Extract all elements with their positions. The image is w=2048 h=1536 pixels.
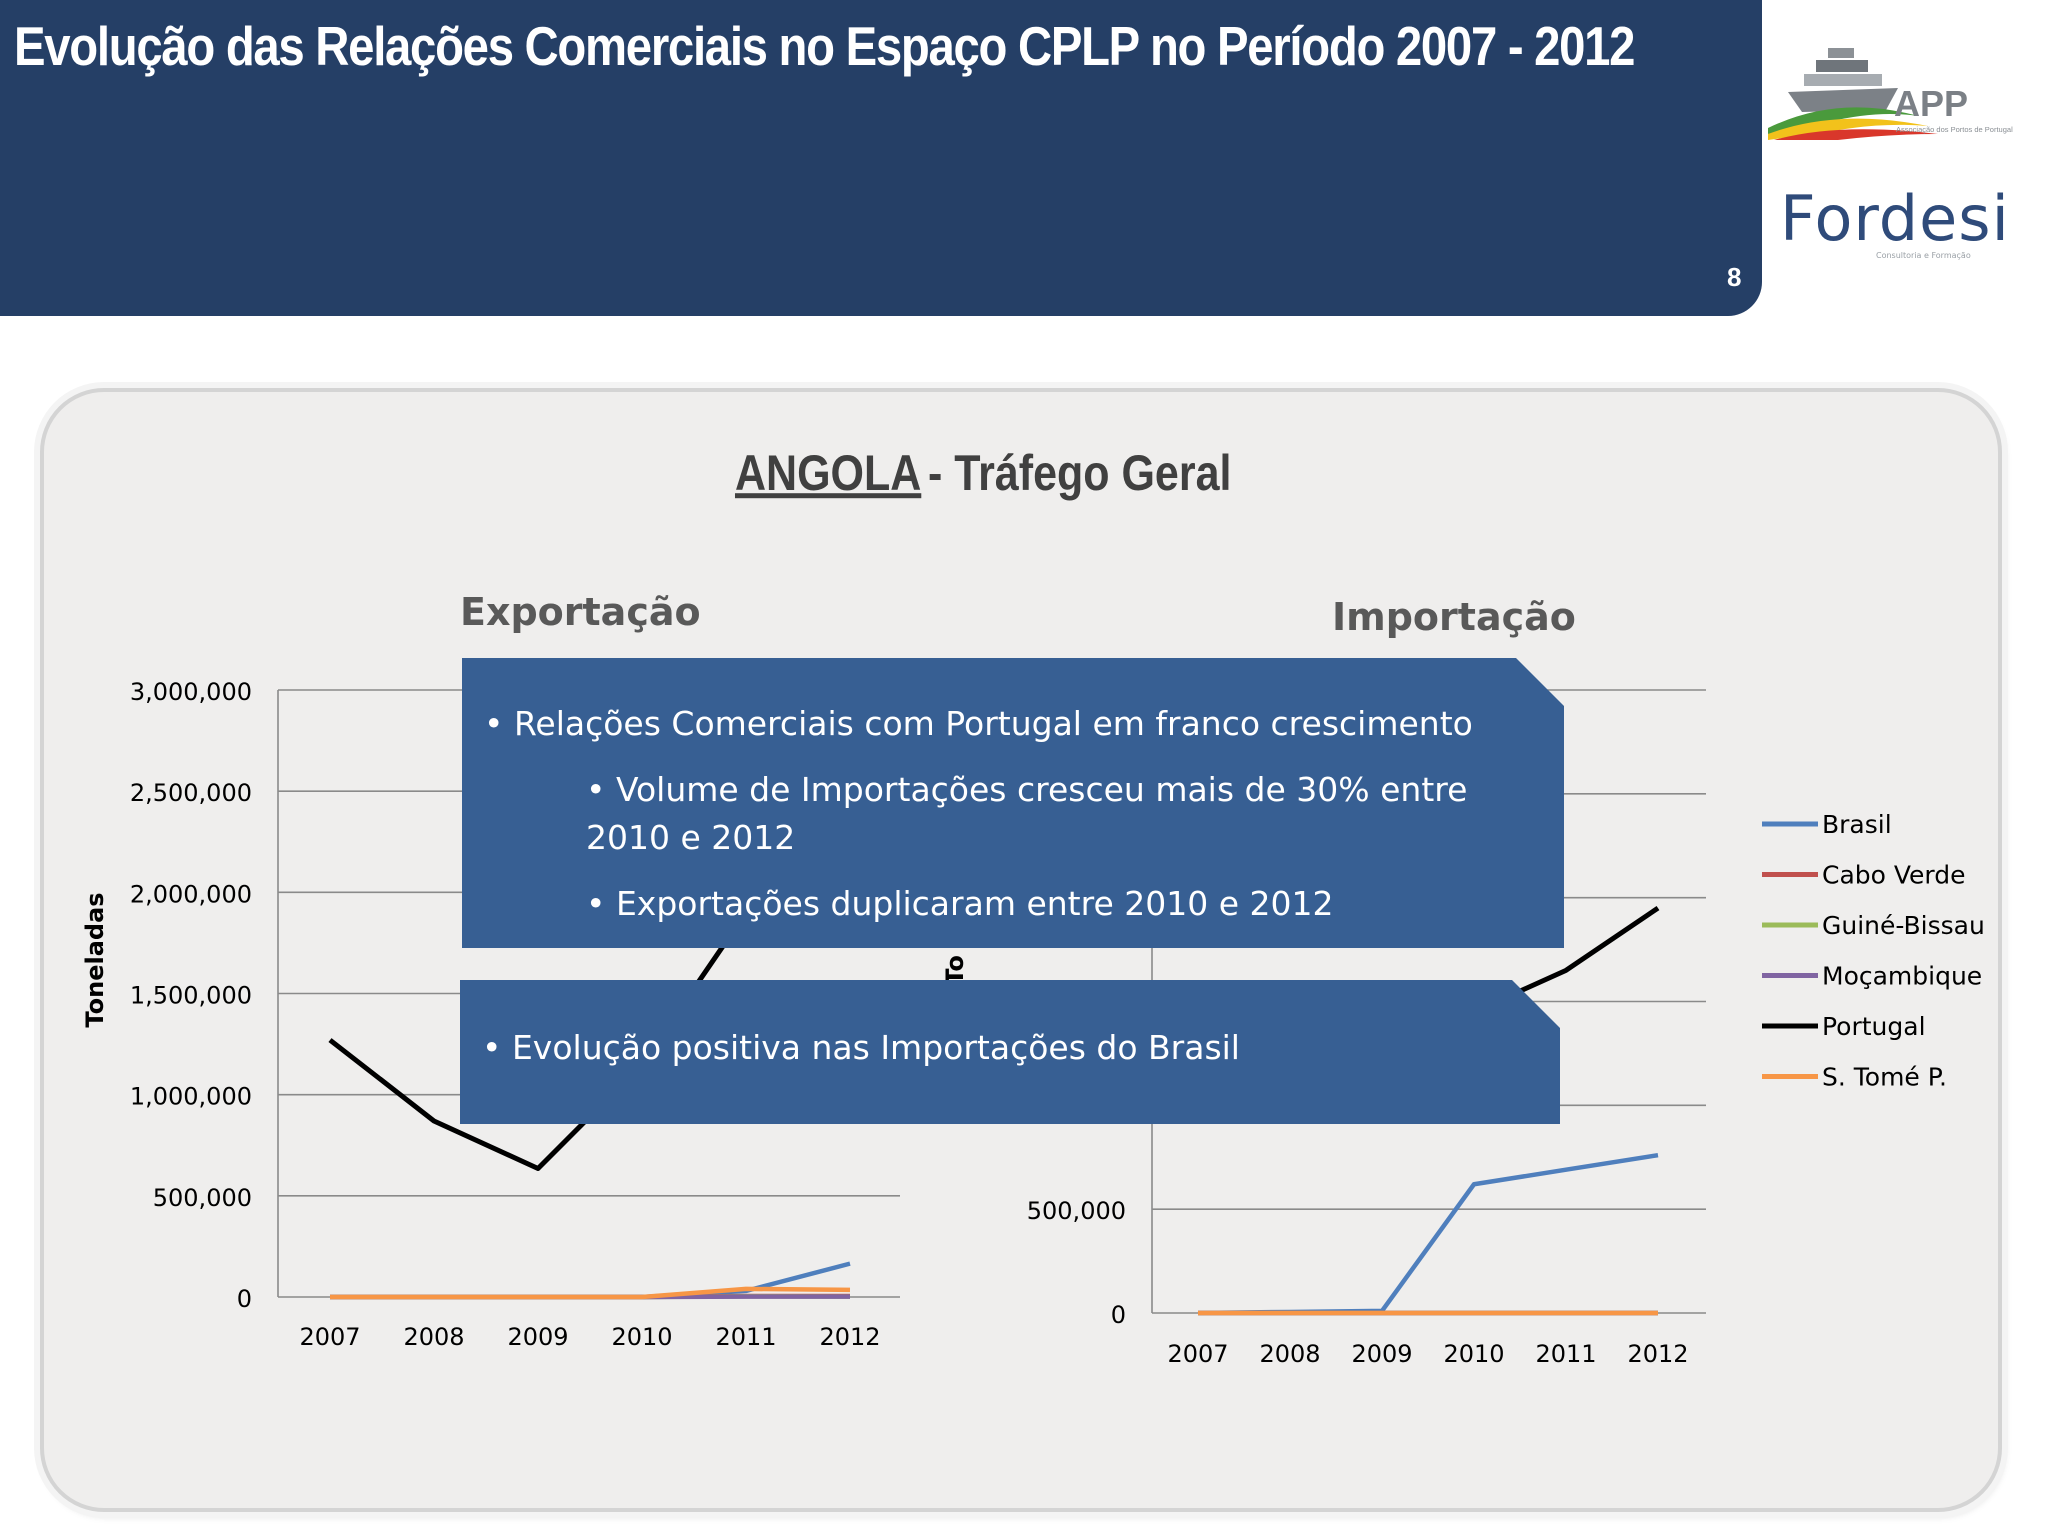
x-tick-label: 2011 <box>1535 1340 1596 1368</box>
y-tick-label: 500,000 <box>1027 1197 1126 1225</box>
app-logo-subtitle: Associação dos Portos de Portugal <box>1896 125 2013 134</box>
chart-exportacao: Exportação 0 500,000 1,000,000 1,500,000 2,00… <box>81 590 900 1351</box>
panel-title-rest: - Tráfego Geral <box>928 445 1231 501</box>
y-tick-label: 1,500,000 <box>130 982 252 1010</box>
y-tick-label: 0 <box>237 1285 252 1313</box>
content-panel <box>40 388 2002 1512</box>
callout-brasil-main: • Evolução positiva nas Importações do B… <box>482 1028 1240 1067</box>
x-tick-label: 2007 <box>299 1323 360 1351</box>
chart-title: Importação <box>1332 595 1576 639</box>
panel-title: ANGOLA - Tráfego Geral <box>735 445 1231 501</box>
app-logo: APP Associação dos Portos de Portugal <box>1768 48 2013 140</box>
fordesi-logo-subtitle: Consultoria e Formação <box>1876 251 1971 260</box>
callout-portugal-sub1-line2: 2010 e 2012 <box>586 818 796 857</box>
callout-brasil: • Evolução positiva nas Importações do B… <box>460 980 1560 1124</box>
header-banner: Evolução das Relações Comerciais no Espa… <box>0 0 1762 316</box>
chart-legend: Brasil Cabo Verde Guiné-Bissau Moçambique Po… <box>1762 810 1985 1092</box>
series-line-brasil <box>1197 1152 1659 1316</box>
callout-portugal: • Relações Comerciais com Portugal em fr… <box>462 658 1564 948</box>
y-axis-label: Toneladas <box>81 892 109 1027</box>
y-tick-label: 2,000,000 <box>130 880 252 908</box>
legend-label-brasil: Brasil <box>1822 810 1892 839</box>
y-tick-label: 1,000,000 <box>130 1083 252 1111</box>
x-tick-label: 2008 <box>403 1323 464 1351</box>
x-tick-label: 2012 <box>1627 1340 1688 1368</box>
legend-label-guine-bissau: Guiné-Bissau <box>1822 911 1985 940</box>
y-tick-label: 2,500,000 <box>130 779 252 807</box>
series-line-brasil <box>330 1261 851 1300</box>
y-axis-label: To <box>941 955 969 985</box>
fordesi-logo: Fordesi Consultoria e Formação <box>1780 182 2010 260</box>
wave-green <box>1768 107 1918 134</box>
page-number: 8 <box>1727 262 1742 292</box>
x-tick-label: 2007 <box>1167 1340 1228 1368</box>
x-tick-label: 2009 <box>507 1323 568 1351</box>
x-tick-label: 2011 <box>715 1323 776 1351</box>
legend-label-s-tome-p: S. Tomé P. <box>1822 1063 1947 1092</box>
callout-portugal-sub1-line1: • Volume de Importações cresceu mais de … <box>586 770 1468 809</box>
x-tick-label: 2010 <box>1443 1340 1504 1368</box>
y-tick-label: 0 <box>1111 1301 1126 1329</box>
legend-label-portugal: Portugal <box>1822 1012 1926 1041</box>
fordesi-logo-text: Fordesi <box>1780 182 2010 255</box>
wave-red <box>1774 129 1938 140</box>
y-tick-label: 3,000,000 <box>130 678 252 706</box>
panel-title-country: ANGOLA <box>735 445 921 501</box>
callout-portugal-sub2: • Exportações duplicaram entre 2010 e 20… <box>586 884 1334 923</box>
x-tick-label: 2008 <box>1259 1340 1320 1368</box>
chart-title: Exportação <box>460 590 701 634</box>
app-logo-text: APP <box>1894 83 1968 124</box>
callout-portugal-main: • Relações Comerciais com Portugal em fr… <box>484 704 1473 743</box>
ship-icon <box>1788 48 1898 112</box>
legend-label-mocambique: Moçambique <box>1822 962 1982 991</box>
x-tick-label: 2010 <box>611 1323 672 1351</box>
slide-title: Evolução das Relações Comerciais no Espa… <box>14 15 1635 77</box>
x-tick-label: 2012 <box>819 1323 880 1351</box>
legend-label-cabo-verde: Cabo Verde <box>1822 861 1966 890</box>
y-tick-label: 500,000 <box>153 1184 252 1212</box>
x-tick-label: 2009 <box>1351 1340 1412 1368</box>
series-line-s-tome-p <box>330 1286 851 1300</box>
